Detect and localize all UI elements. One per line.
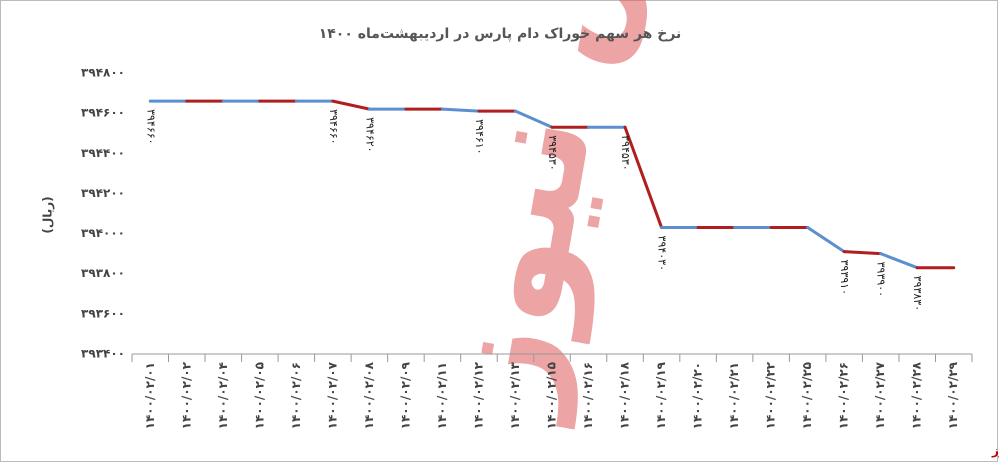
x-tick-label: ۱۴۰۰/۰۲/۱۶ <box>581 362 595 429</box>
data-label: ۳۹۴۰۳۰ <box>656 236 669 271</box>
x-tick-label: ۱۴۰۰/۰۲/۰۱ <box>143 362 157 429</box>
y-tick-label: ۳۹۴۰۰۰ <box>81 226 125 240</box>
x-tick-label: ۱۴۰۰/۰۲/۲۲ <box>764 361 778 429</box>
x-tick-label: ۱۴۰۰/۰۲/۱۹ <box>654 361 668 429</box>
x-tick-label: ۱۴۰۰/۰۲/۰۶ <box>289 362 303 429</box>
x-tick-label: ۱۴۰۰/۰۲/۱۳ <box>508 361 522 429</box>
x-tick-label: ۱۴۰۰/۰۲/۲۰ <box>691 362 705 429</box>
x-tick-label: ۱۴۰۰/۰۲/۰۷ <box>325 361 339 429</box>
x-tick-label: ۱۴۰۰/۰۲/۱۲ <box>471 361 485 429</box>
x-tick-label: ۱۴۰۰/۰۲/۲۸ <box>910 361 924 429</box>
y-tick-label: ۳۹۴۲۰۰ <box>81 186 125 200</box>
y-tick-label: ۳۹۳۴۰۰ <box>81 347 125 361</box>
line-segment <box>879 252 919 270</box>
x-tick-label: ۱۴۰۰/۰۲/۱۱ <box>435 362 449 429</box>
y-tick-label: ۳۹۴۴۰۰ <box>81 146 125 160</box>
y-tick-label: ۳۹۳۸۰۰ <box>81 266 125 280</box>
line-segment <box>842 250 883 256</box>
data-label: ۳۹۴۶۲۰ <box>363 117 376 152</box>
x-tick-label: ۱۴۰۰/۰۲/۲۹ <box>946 361 960 429</box>
y-axis-label: (ریال) <box>41 196 55 233</box>
x-tick-label: ۱۴۰۰/۰۲/۲۵ <box>800 362 814 429</box>
line-segment <box>440 107 481 113</box>
data-label: ۳۹۴۶۱۰ <box>473 119 486 154</box>
y-tick-label: ۳۹۴۶۰۰ <box>81 106 125 120</box>
data-label: ۳۹۴۵۳۰ <box>619 135 632 170</box>
x-tick-label: ۱۴۰۰/۰۲/۱۵ <box>545 362 559 429</box>
x-tick-label: ۱۴۰۰/۰۲/۰۵ <box>252 362 266 429</box>
source: بورس نیوز <box>991 444 999 459</box>
x-tick-label: ۱۴۰۰/۰۲/۰۲ <box>179 361 193 429</box>
x-tick-label: ۱۴۰۰/۰۲/۰۴ <box>216 362 230 429</box>
line-segment <box>331 99 371 111</box>
x-tick-label: ۱۴۰۰/۰۲/۰۹ <box>398 361 412 429</box>
line-segment <box>806 226 846 254</box>
data-label: ۳۹۴۶۶۰ <box>327 109 340 144</box>
data-label: ۳۹۴۶۶۰ <box>144 109 157 144</box>
x-tick-label: ۱۴۰۰/۰۲/۱۸ <box>618 361 632 429</box>
data-label: ۳۹۳۸۳۰ <box>911 276 924 311</box>
data-label: ۳۹۳۹۰۰ <box>875 262 888 297</box>
x-tick-label: ۱۴۰۰/۰۲/۰۸ <box>362 361 376 429</box>
y-tick-label: ۳۹۴۸۰۰ <box>81 66 125 80</box>
data-label: ۳۹۴۵۳۰ <box>546 135 559 170</box>
data-label: ۳۹۳۹۱۰ <box>838 260 851 295</box>
chart-title: نرخ هر سهم خوراک دام پارس در اردیبهشت‌ما… <box>319 26 682 42</box>
x-tick-label: ۱۴۰۰/۰۲/۲۱ <box>727 362 741 429</box>
x-tick-label: ۱۴۰۰/۰۲/۲۷ <box>873 361 887 429</box>
y-tick-label: ۳۹۳۶۰۰ <box>81 306 125 320</box>
line-segment <box>513 109 554 129</box>
line-segment <box>623 125 664 230</box>
x-tick-label: ۱۴۰۰/۰۲/۲۶ <box>837 362 851 429</box>
